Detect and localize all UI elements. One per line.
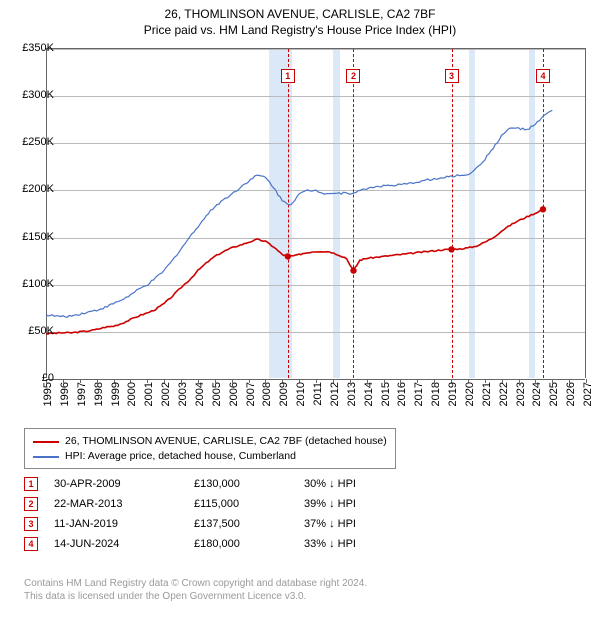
series-marker: [448, 246, 454, 252]
event-row: 1 30-APR-2009£130,00030% ↓ HPI: [24, 474, 356, 494]
event-date: 30-APR-2009: [54, 478, 194, 490]
title-line-2: Price paid vs. HM Land Registry's House …: [0, 22, 600, 38]
x-axis-label: 1995: [42, 382, 54, 406]
x-axis-label: 2026: [565, 382, 577, 406]
x-axis-label: 2004: [194, 382, 206, 406]
x-axis-label: 2005: [211, 382, 223, 406]
event-badge-small: 3: [24, 517, 38, 531]
event-date: 14-JUN-2024: [54, 538, 194, 550]
x-axis-label: 2024: [531, 382, 543, 406]
x-axis-label: 2013: [346, 382, 358, 406]
footer: Contains HM Land Registry data © Crown c…: [24, 577, 367, 603]
legend: 26, THOMLINSON AVENUE, CARLISLE, CA2 7BF…: [24, 428, 396, 469]
chart-container: 26, THOMLINSON AVENUE, CARLISLE, CA2 7BF…: [0, 0, 600, 620]
x-axis-label: 2019: [447, 382, 459, 406]
x-axis-label: 2012: [329, 382, 341, 406]
x-axis-label: 2016: [396, 382, 408, 406]
x-axis-label: 2008: [261, 382, 273, 406]
series-marker: [285, 253, 291, 259]
y-axis-label: £250K: [10, 136, 54, 148]
x-axis-label: 1999: [110, 382, 122, 406]
footer-line-2: This data is licensed under the Open Gov…: [24, 590, 367, 603]
title-block: 26, THOMLINSON AVENUE, CARLISLE, CA2 7BF…: [0, 0, 600, 38]
y-axis-label: £50K: [10, 325, 54, 337]
event-badge-small: 1: [24, 477, 38, 491]
x-axis-label: 2027: [582, 382, 594, 406]
x-axis-label: 2010: [295, 382, 307, 406]
event-badge-small: 4: [24, 537, 38, 551]
event-row: 3 11-JAN-2019£137,50037% ↓ HPI: [24, 514, 356, 534]
y-axis-label: £150K: [10, 231, 54, 243]
x-axis-label: 2000: [126, 382, 138, 406]
event-delta: 33% ↓ HPI: [304, 538, 356, 550]
x-axis-label: 2011: [312, 382, 324, 406]
series-line: [46, 209, 543, 334]
y-axis-label: £300K: [10, 89, 54, 101]
x-axis-label: 1998: [93, 382, 105, 406]
x-axis-label: 2001: [143, 382, 155, 406]
x-axis-label: 2015: [380, 382, 392, 406]
series-svg: [46, 49, 586, 379]
series-marker: [540, 206, 546, 212]
x-axis-label: 2025: [548, 382, 560, 406]
plot-area: 1234: [46, 48, 586, 378]
y-axis-label: £100K: [10, 278, 54, 290]
series-marker: [350, 267, 356, 273]
y-axis-label: £200K: [10, 183, 54, 195]
event-delta: 37% ↓ HPI: [304, 518, 356, 530]
x-axis-label: 2003: [177, 382, 189, 406]
x-axis-label: 2017: [413, 382, 425, 406]
legend-swatch: [33, 441, 59, 443]
x-axis-label: 2021: [481, 382, 493, 406]
series-line: [46, 110, 552, 317]
event-price: £115,000: [194, 498, 304, 510]
legend-item: 26, THOMLINSON AVENUE, CARLISLE, CA2 7BF…: [33, 434, 387, 449]
x-axis-label: 2006: [228, 382, 240, 406]
event-badge-small: 2: [24, 497, 38, 511]
event-row: 2 22-MAR-2013£115,00039% ↓ HPI: [24, 494, 356, 514]
legend-label: HPI: Average price, detached house, Cumb…: [65, 449, 296, 464]
x-axis-label: 2007: [245, 382, 257, 406]
x-axis-label: 2002: [160, 382, 172, 406]
legend-item: HPI: Average price, detached house, Cumb…: [33, 449, 387, 464]
event-price: £137,500: [194, 518, 304, 530]
event-date: 11-JAN-2019: [54, 518, 194, 530]
event-row: 4 14-JUN-2024£180,00033% ↓ HPI: [24, 534, 356, 554]
event-delta: 39% ↓ HPI: [304, 498, 356, 510]
x-axis-label: 1996: [59, 382, 71, 406]
x-axis-label: 1997: [76, 382, 88, 406]
x-axis-label: 2023: [515, 382, 527, 406]
legend-label: 26, THOMLINSON AVENUE, CARLISLE, CA2 7BF…: [65, 434, 387, 449]
event-price: £180,000: [194, 538, 304, 550]
footer-line-1: Contains HM Land Registry data © Crown c…: [24, 577, 367, 590]
title-line-1: 26, THOMLINSON AVENUE, CARLISLE, CA2 7BF: [0, 6, 600, 22]
x-axis-label: 2018: [430, 382, 442, 406]
x-axis-label: 2009: [278, 382, 290, 406]
event-price: £130,000: [194, 478, 304, 490]
x-axis-label: 2020: [464, 382, 476, 406]
y-axis-label: £350K: [10, 42, 54, 54]
events-table: 1 30-APR-2009£130,00030% ↓ HPI 2 22-MAR-201…: [24, 474, 356, 554]
event-delta: 30% ↓ HPI: [304, 478, 356, 490]
x-axis-label: 2022: [498, 382, 510, 406]
x-axis-label: 2014: [363, 382, 375, 406]
event-date: 22-MAR-2013: [54, 498, 194, 510]
legend-swatch: [33, 456, 59, 458]
